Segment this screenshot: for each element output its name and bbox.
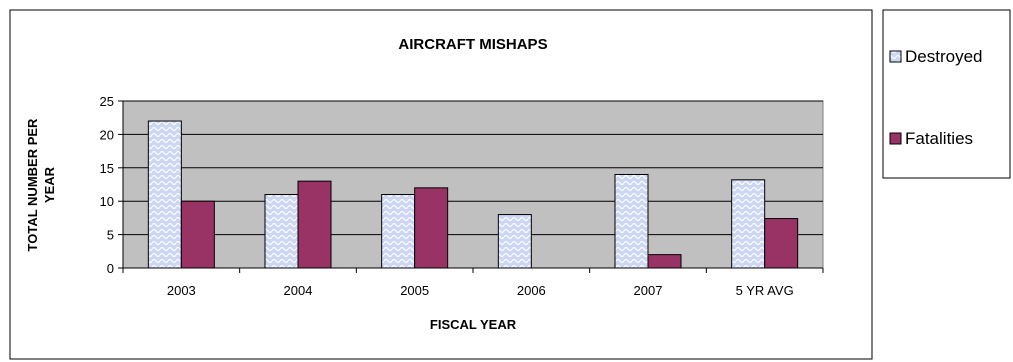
legend-label-fatalities: Fatalities <box>905 129 973 148</box>
legend-swatch-destroyed <box>889 50 902 63</box>
x-tick-label: 2005 <box>400 283 429 298</box>
bar-destroyed-2003 <box>147 120 182 269</box>
legend-swatch-fatalities <box>889 132 902 145</box>
x-tick-label: 2006 <box>517 283 546 298</box>
legend-label-destroyed: Destroyed <box>905 47 982 66</box>
grid-lines <box>123 100 823 236</box>
y-tick-label: 0 <box>107 261 114 276</box>
bar-fatalities-2003 <box>180 200 215 269</box>
bar-fatalities-5-yr-avg <box>764 218 799 269</box>
y-tick-label: 5 <box>107 228 114 243</box>
y-tick-label: 15 <box>100 161 114 176</box>
y-tick-label: 25 <box>100 94 114 109</box>
bar-destroyed-2004 <box>264 194 299 269</box>
y-tick-label: 20 <box>100 127 114 142</box>
bar-destroyed-5-yr-avg <box>731 179 766 269</box>
x-axis-ticks: 2003 2004 2005 2006 2007 5 YR AVG <box>122 267 824 298</box>
x-tick-label: 2003 <box>167 283 196 298</box>
bar-fatalities-2005 <box>414 187 449 269</box>
bar-destroyed-2007 <box>614 173 649 269</box>
x-tick-label: 2004 <box>284 283 313 298</box>
bar-destroyed-2005 <box>381 194 416 269</box>
bar-destroyed-2006 <box>497 214 532 269</box>
bars <box>147 120 799 269</box>
y-axis-title-line-2: YEAR <box>42 166 57 203</box>
x-axis-title: FISCAL YEAR <box>430 317 517 332</box>
plot-area <box>122 100 824 269</box>
chart-title: AIRCRAFT MISHAPS <box>398 36 547 53</box>
y-axis-title-line-1: TOTAL NUMBER PER <box>25 118 40 252</box>
bar-fatalities-2007 <box>647 254 682 269</box>
x-tick-label: 2007 <box>634 283 663 298</box>
bar-fatalities-2004 <box>297 180 332 269</box>
x-tick-label: 5 YR AVG <box>736 283 794 298</box>
legend-box <box>882 9 1011 179</box>
legend: Destroyed Fatalities <box>882 9 1011 179</box>
y-axis-ticks: 0 5 10 15 20 25 <box>100 94 124 276</box>
y-tick-label: 10 <box>100 194 114 209</box>
